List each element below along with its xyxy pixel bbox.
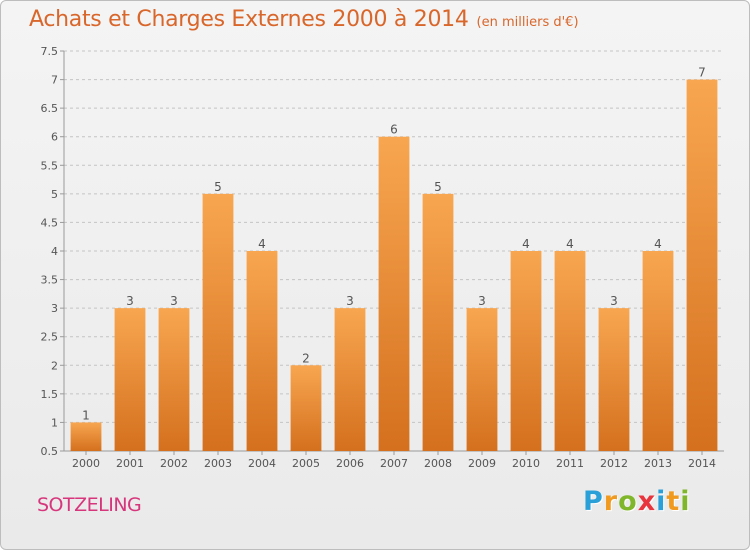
bar-value-label: 1 bbox=[82, 408, 90, 422]
bar-value-label: 5 bbox=[434, 180, 442, 194]
x-tick-label: 2001 bbox=[116, 457, 144, 470]
logo-letter: r bbox=[603, 486, 619, 517]
bar bbox=[554, 251, 586, 451]
x-tick-label: 2011 bbox=[556, 457, 584, 470]
x-tick-label: 2007 bbox=[380, 457, 408, 470]
chart-unit: (en milliers d'€) bbox=[476, 15, 579, 30]
logo-letter: o bbox=[618, 486, 638, 517]
bar-value-label: 4 bbox=[566, 237, 574, 251]
bar bbox=[202, 193, 234, 451]
logo-letter: t bbox=[666, 486, 681, 517]
y-tick-label: 1 bbox=[51, 416, 58, 429]
chart-title: Achats et Charges Externes 2000 à 2014 (e… bbox=[29, 7, 579, 32]
bar-value-label: 5 bbox=[214, 180, 222, 194]
y-tick-label: 4 bbox=[51, 245, 58, 258]
bar bbox=[466, 308, 498, 451]
bar-value-label: 3 bbox=[610, 294, 618, 308]
x-tick-label: 2005 bbox=[292, 457, 320, 470]
bar bbox=[686, 79, 718, 452]
y-tick-label: 4.5 bbox=[41, 216, 59, 229]
x-tick-label: 2008 bbox=[424, 457, 452, 470]
x-tick-label: 2010 bbox=[512, 457, 540, 470]
logo-letter: i bbox=[656, 486, 667, 517]
bar bbox=[510, 251, 542, 451]
bar bbox=[378, 136, 410, 451]
bar-value-label: 2 bbox=[302, 351, 310, 365]
y-tick-label: 2.5 bbox=[41, 331, 59, 344]
y-tick-label: 5 bbox=[51, 188, 58, 201]
y-tick-label: 0.5 bbox=[41, 445, 59, 458]
x-tick-label: 2004 bbox=[248, 457, 276, 470]
y-tick-label: 3 bbox=[51, 302, 58, 315]
y-tick-label: 6 bbox=[51, 131, 58, 144]
y-tick-label: 7 bbox=[51, 74, 58, 87]
x-tick-label: 2002 bbox=[160, 457, 188, 470]
logo-letter: P bbox=[583, 486, 604, 517]
bar-value-label: 4 bbox=[522, 237, 530, 251]
bar-value-label: 3 bbox=[346, 294, 354, 308]
city-name: SOTZELING bbox=[37, 494, 142, 516]
x-tick-label: 2006 bbox=[336, 457, 364, 470]
bar-value-label: 4 bbox=[258, 237, 266, 251]
bar bbox=[334, 308, 366, 451]
bar-value-label: 6 bbox=[390, 123, 398, 137]
x-tick-label: 2014 bbox=[688, 457, 716, 470]
y-tick-label: 3.5 bbox=[41, 274, 59, 287]
bar-value-label: 3 bbox=[478, 294, 486, 308]
x-tick-label: 2003 bbox=[204, 457, 232, 470]
y-tick-label: 2 bbox=[51, 359, 58, 372]
bar bbox=[70, 422, 102, 451]
bar bbox=[246, 251, 278, 451]
bar-value-label: 3 bbox=[126, 294, 134, 308]
x-tick-label: 2009 bbox=[468, 457, 496, 470]
bar bbox=[422, 193, 454, 451]
y-tick-label: 7.5 bbox=[41, 45, 59, 58]
proxiti-logo: Proxiti bbox=[583, 486, 691, 517]
x-tick-label: 2000 bbox=[72, 457, 100, 470]
y-tick-label: 1.5 bbox=[41, 388, 59, 401]
y-tick-label: 6.5 bbox=[41, 102, 59, 115]
bar-value-label: 4 bbox=[654, 237, 662, 251]
bar bbox=[290, 365, 322, 451]
chart-title-text: Achats et Charges Externes 2000 à 2014 bbox=[29, 7, 469, 32]
y-tick-label: 5.5 bbox=[41, 159, 59, 172]
logo-letter: i bbox=[680, 486, 691, 517]
bar-value-label: 3 bbox=[170, 294, 178, 308]
bar-value-label: 7 bbox=[698, 66, 706, 80]
bar bbox=[642, 251, 674, 451]
x-tick-label: 2013 bbox=[644, 457, 672, 470]
x-tick-label: 2012 bbox=[600, 457, 628, 470]
bar bbox=[158, 308, 190, 451]
bar bbox=[598, 308, 630, 451]
logo-letter: x bbox=[637, 486, 657, 517]
bar bbox=[114, 308, 146, 451]
